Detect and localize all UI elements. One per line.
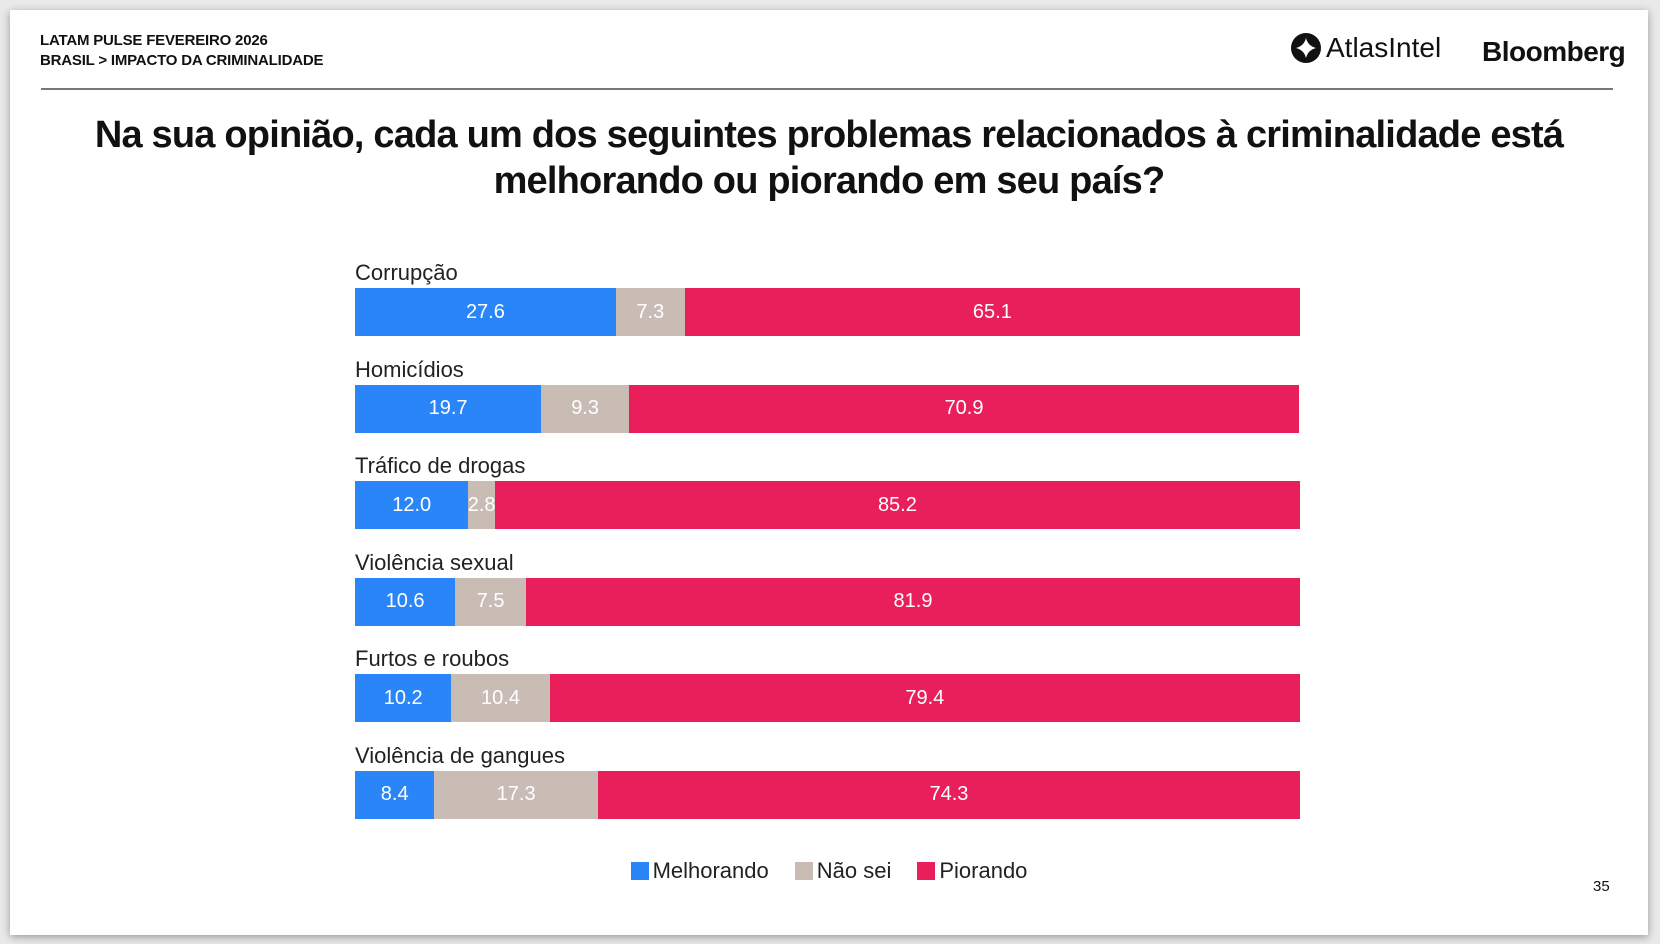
bar-segment-melhorando: 27.6 xyxy=(355,288,616,336)
bar-segment-nosei: 17.3 xyxy=(434,770,598,819)
category-label: Corrupção xyxy=(355,260,458,285)
bar-segment-nosei: 10.4 xyxy=(451,674,550,722)
bar-segment-nosei: 9.3 xyxy=(541,384,630,433)
data-label: 70.9 xyxy=(944,397,984,419)
bar-segment-piorando: 74.3 xyxy=(597,770,1300,819)
bar-segment-nosei: 7.3 xyxy=(615,288,685,336)
stacked-bar: 10.2 10.4 79.4 xyxy=(355,674,1300,722)
legend-item: Não sei xyxy=(794,858,892,884)
chart-title: Na sua opinião, cada um dos seguintes pr… xyxy=(94,114,1564,202)
data-label: 10.2 xyxy=(383,686,423,709)
data-label: 8.4 xyxy=(380,783,409,805)
bar-segment-melhorando: 8.4 xyxy=(355,770,435,819)
category-label: Violência de gangues xyxy=(355,742,565,768)
bar-segment-melhorando: 10.6 xyxy=(355,577,456,626)
data-label: 2.8 xyxy=(467,493,496,516)
category-label: Furtos e roubos xyxy=(355,646,510,671)
data-label: 81.9 xyxy=(893,590,933,612)
legend-swatch xyxy=(917,862,936,880)
atlasintel-mark-icon xyxy=(1291,33,1321,63)
bar-segment-melhorando: 19.7 xyxy=(355,384,542,433)
data-label: 10.6 xyxy=(385,590,425,612)
stacked-bar: 12.0 2.8 85.2 xyxy=(355,481,1300,529)
legend-swatch xyxy=(630,862,649,880)
bar-segment-nosei: 2.8 xyxy=(467,481,496,529)
breadcrumb: BRASIL > IMPACTO DA CRIMINALIDADE xyxy=(40,52,324,69)
data-label: 65.1 xyxy=(972,300,1012,323)
legend-label: Não sei xyxy=(816,858,892,883)
bar-segment-melhorando: 10.2 xyxy=(355,674,452,722)
atlasintel-text: AtlasIntel xyxy=(1326,32,1442,63)
data-label: 85.2 xyxy=(877,493,917,516)
data-label: 10.4 xyxy=(481,686,520,709)
bar-segment-nosei: 7.5 xyxy=(455,577,527,626)
data-label: 7.3 xyxy=(636,300,665,323)
slide: LATAM PULSE FEVEREIRO 2026 BRASIL > IMPA… xyxy=(10,10,1648,935)
legend: Melhorando Não sei Piorando xyxy=(10,858,1648,884)
data-label: 79.4 xyxy=(905,686,945,709)
stacked-bar: 19.7 9.3 70.9 xyxy=(355,384,1300,433)
data-label: 12.0 xyxy=(392,493,432,516)
category-label: Homicídios xyxy=(355,356,464,382)
header-divider xyxy=(41,88,1613,90)
survey-name: LATAM PULSE FEVEREIRO 2026 xyxy=(40,32,268,49)
data-label: 7.5 xyxy=(476,590,505,612)
bar-segment-piorando: 79.4 xyxy=(549,674,1300,722)
legend-item: Piorando xyxy=(917,858,1027,884)
bar-segment-piorando: 65.1 xyxy=(684,288,1300,336)
bar-segment-piorando: 85.2 xyxy=(494,481,1300,529)
data-label: 74.3 xyxy=(929,783,969,805)
data-label: 17.3 xyxy=(496,783,536,805)
bloomberg-logo: Bloomberg xyxy=(1482,36,1626,67)
legend-swatch xyxy=(794,862,813,880)
data-label: 27.6 xyxy=(465,300,505,323)
stacked-bar: 8.4 17.3 74.3 xyxy=(355,770,1300,819)
legend-item: Melhorando xyxy=(630,858,769,884)
legend-label: Melhorando xyxy=(652,858,769,883)
bar-segment-melhorando: 12.0 xyxy=(355,481,469,529)
category-label: Violência sexual xyxy=(355,549,514,575)
data-label: 19.7 xyxy=(428,397,468,419)
atlasintel-logo: AtlasIntel xyxy=(1290,32,1441,64)
bar-segment-piorando: 81.9 xyxy=(526,577,1300,626)
page-number: 35 xyxy=(1593,878,1610,895)
data-label: 9.3 xyxy=(571,397,599,419)
stacked-bar: 10.6 7.5 81.9 xyxy=(355,577,1300,626)
legend-label: Piorando xyxy=(939,858,1028,883)
category-label: Tráfico de drogas xyxy=(355,453,526,478)
stacked-bar: 27.6 7.3 65.1 xyxy=(355,288,1300,336)
bar-segment-piorando: 70.9 xyxy=(629,384,1300,433)
